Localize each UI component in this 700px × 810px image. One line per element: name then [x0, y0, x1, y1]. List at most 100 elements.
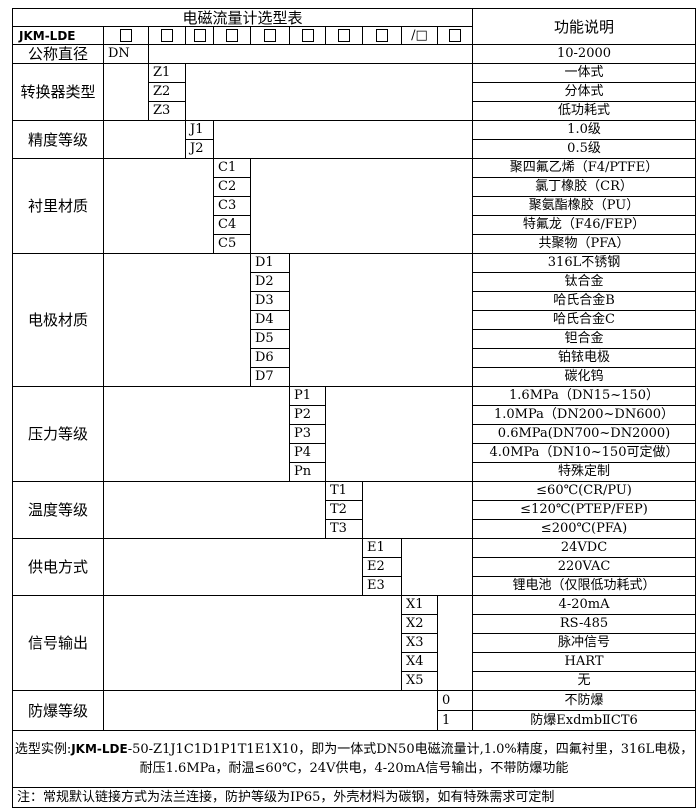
option-desc: 316L不锈钢 — [472, 253, 697, 273]
option-code: D7 — [250, 367, 290, 387]
note-text: 注：常规默认链接方式为法兰连接，防护等级为IP65，外壳材料为碳钢，如有特殊需求… — [11, 787, 697, 808]
option-desc: 220VAC — [472, 557, 697, 577]
dn-label: 公称直径 — [12, 44, 104, 64]
function-header: 功能说明 — [472, 8, 697, 45]
option-code: P2 — [289, 405, 326, 425]
option-code: E1 — [362, 538, 402, 558]
option-code: D3 — [250, 291, 290, 311]
option-code: E3 — [362, 576, 402, 596]
option-desc: 特氟龙（F46/FEP） — [472, 215, 697, 235]
group-label: 精度等级 — [12, 120, 104, 159]
code-slot-2 — [148, 26, 186, 45]
group-label: 供电方式 — [12, 538, 104, 596]
option-desc: 0.6MPa(DN700~DN2000) — [472, 424, 697, 444]
option-desc: 1.6MPa（DN15~150） — [472, 386, 697, 406]
option-desc: 特殊定制 — [472, 462, 697, 482]
option-desc: 碳化钨 — [472, 367, 697, 387]
option-desc: 一体式 — [472, 63, 697, 83]
option-code: P3 — [289, 424, 326, 444]
empty-cell — [103, 253, 251, 387]
option-code: C5 — [213, 234, 251, 254]
table-title: 电磁流量计选型表 — [11, 8, 474, 27]
option-desc: 低功耗式 — [472, 101, 697, 121]
option-desc: 锂电池（仅限低功耗式） — [472, 576, 697, 596]
option-code: Pn — [289, 462, 326, 482]
code-slot-10 — [436, 26, 474, 45]
option-desc: ≤200℃(PFA) — [472, 519, 697, 539]
note-row: 注：常规默认链接方式为法兰连接，防护等级为IP65，外壳材料为碳钢，如有特殊需求… — [11, 787, 697, 808]
box-icon — [376, 28, 388, 42]
table-row: 转换器类型 Z1 一体式 — [12, 63, 697, 121]
empty-cell — [103, 595, 402, 691]
option-code: Z2 — [148, 82, 186, 102]
option-code: D2 — [250, 272, 290, 292]
box-icon — [449, 28, 461, 42]
option-desc: 哈氏合金B — [472, 291, 697, 311]
code-slot-5 — [250, 26, 290, 45]
option-desc: 4.0MPa（DN10~150可定做） — [472, 443, 697, 463]
table-row: 电极材质 D1 316L不锈钢 — [12, 253, 697, 387]
code-slot-8 — [362, 26, 402, 45]
table-row: 防爆等级 0 不防爆 — [12, 690, 697, 731]
empty-cell — [249, 158, 474, 254]
example-row: 选型实例:JKM-LDE-50-Z1J1C1D1P1T1E1X10，即为一体式D… — [11, 730, 697, 788]
option-code: D6 — [250, 348, 290, 368]
option-desc: ≤120℃(PTEP/FEP) — [472, 500, 697, 520]
table-row: 信号输出 X1 4-20mA — [12, 595, 697, 691]
table-row: 精度等级 J1 1.0级 — [12, 120, 697, 159]
option-desc: 防爆ExdmbⅡCT6 — [472, 710, 697, 731]
option-desc: 聚氨酯橡胶（PU） — [472, 196, 697, 216]
option-code: X1 — [401, 595, 438, 615]
empty-cell — [103, 63, 149, 121]
box-icon — [226, 28, 238, 42]
option-code: D5 — [250, 329, 290, 349]
code-slot-3 — [185, 26, 214, 45]
code-slot-7 — [325, 26, 363, 45]
table-row: C5 共聚物（PFA） — [13, 234, 697, 254]
option-desc: 钛合金 — [472, 272, 697, 292]
option-desc: 聚四氟乙烯（F4/PTFE） — [472, 158, 697, 178]
table-row: X5 无 — [13, 671, 697, 691]
option-code: X3 — [401, 633, 438, 653]
group-label: 转换器类型 — [12, 63, 104, 121]
group-label: 防爆等级 — [12, 690, 104, 731]
option-code: P1 — [289, 386, 326, 406]
option-desc: 无 — [472, 671, 697, 691]
option-code: P4 — [289, 443, 326, 463]
box-icon — [161, 28, 173, 42]
code-slot-6 — [289, 26, 326, 45]
option-code: 1 — [436, 710, 474, 731]
option-desc: 铂铱电极 — [472, 348, 697, 368]
empty-cell — [103, 158, 214, 254]
table-row: T3 ≤200℃(PFA) — [13, 519, 697, 539]
empty-cell — [212, 120, 474, 159]
example-text: 选型实例:JKM-LDE-50-Z1J1C1D1P1T1E1X10，即为一体式D… — [11, 730, 697, 788]
empty-cell — [184, 63, 474, 121]
slash-box: /□ — [411, 27, 428, 43]
box-icon — [264, 28, 276, 42]
table-row: D2 钛合金 — [13, 272, 697, 292]
group-label: 衬里材质 — [12, 158, 104, 254]
option-desc: 哈氏合金C — [472, 310, 697, 330]
option-code: D4 — [250, 310, 290, 330]
example-prefix: 选型实例: — [14, 742, 72, 757]
option-desc: 脉冲信号 — [472, 633, 697, 653]
table-row: X2 RS-485 — [13, 614, 697, 634]
group-label: 电极材质 — [12, 253, 104, 387]
empty-cell — [103, 690, 438, 731]
box-icon — [193, 28, 206, 42]
table-row: 衬里材质 C1 聚四氟乙烯（F4/PTFE） — [12, 158, 697, 254]
dn-code: DN — [103, 44, 149, 64]
empty-cell — [103, 386, 290, 482]
table-row: Pn 特殊定制 — [13, 462, 697, 482]
option-code: X4 — [401, 652, 438, 672]
table-row: D4 哈氏合金C — [13, 310, 697, 330]
group-label: 温度等级 — [12, 481, 104, 539]
option-code: X2 — [401, 614, 438, 634]
selection-table: 电磁流量计选型表 功能说明 JKM-LDE /□ 公称直径 DN 10-2000… — [11, 8, 697, 808]
box-icon — [120, 28, 132, 42]
table-row: 供电方式 E1 24VDC — [12, 538, 697, 596]
option-desc: ≤60℃(CR/PU) — [472, 481, 697, 501]
box-icon — [338, 28, 350, 42]
empty-cell — [288, 253, 474, 387]
